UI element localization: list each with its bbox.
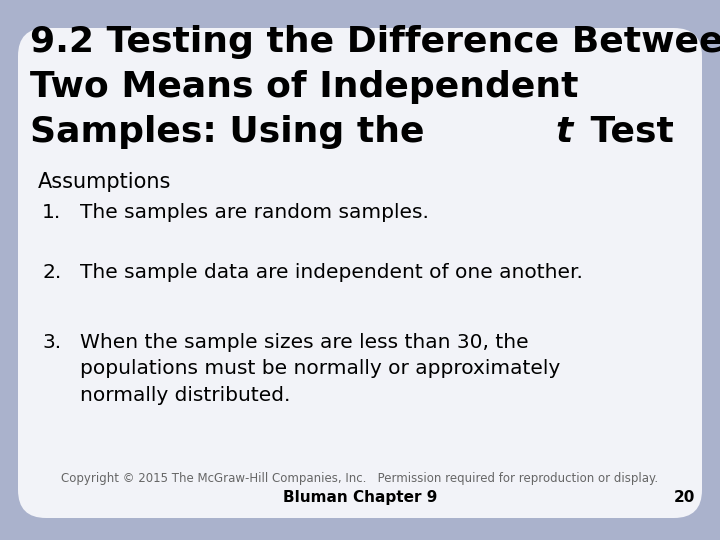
Text: 20: 20: [674, 490, 695, 505]
Text: 3.: 3.: [42, 333, 61, 352]
Text: Copyright © 2015 The McGraw-Hill Companies, Inc.   Permission required for repro: Copyright © 2015 The McGraw-Hill Compani…: [61, 472, 659, 485]
Text: Assumptions: Assumptions: [38, 172, 171, 192]
Text: Two Means of Independent: Two Means of Independent: [30, 70, 578, 104]
Text: 9.2 Testing the Difference Between: 9.2 Testing the Difference Between: [30, 25, 720, 59]
Text: Samples: Using the: Samples: Using the: [30, 115, 437, 149]
Text: t: t: [555, 115, 572, 149]
Text: Test: Test: [577, 115, 673, 149]
Text: 2.: 2.: [42, 263, 61, 282]
Text: 1.: 1.: [42, 203, 61, 222]
Text: When the sample sizes are less than 30, the
populations must be normally or appr: When the sample sizes are less than 30, …: [80, 333, 560, 405]
FancyBboxPatch shape: [18, 28, 702, 518]
Text: Bluman Chapter 9: Bluman Chapter 9: [283, 490, 437, 505]
Text: The sample data are independent of one another.: The sample data are independent of one a…: [80, 263, 583, 282]
Text: The samples are random samples.: The samples are random samples.: [80, 203, 429, 222]
